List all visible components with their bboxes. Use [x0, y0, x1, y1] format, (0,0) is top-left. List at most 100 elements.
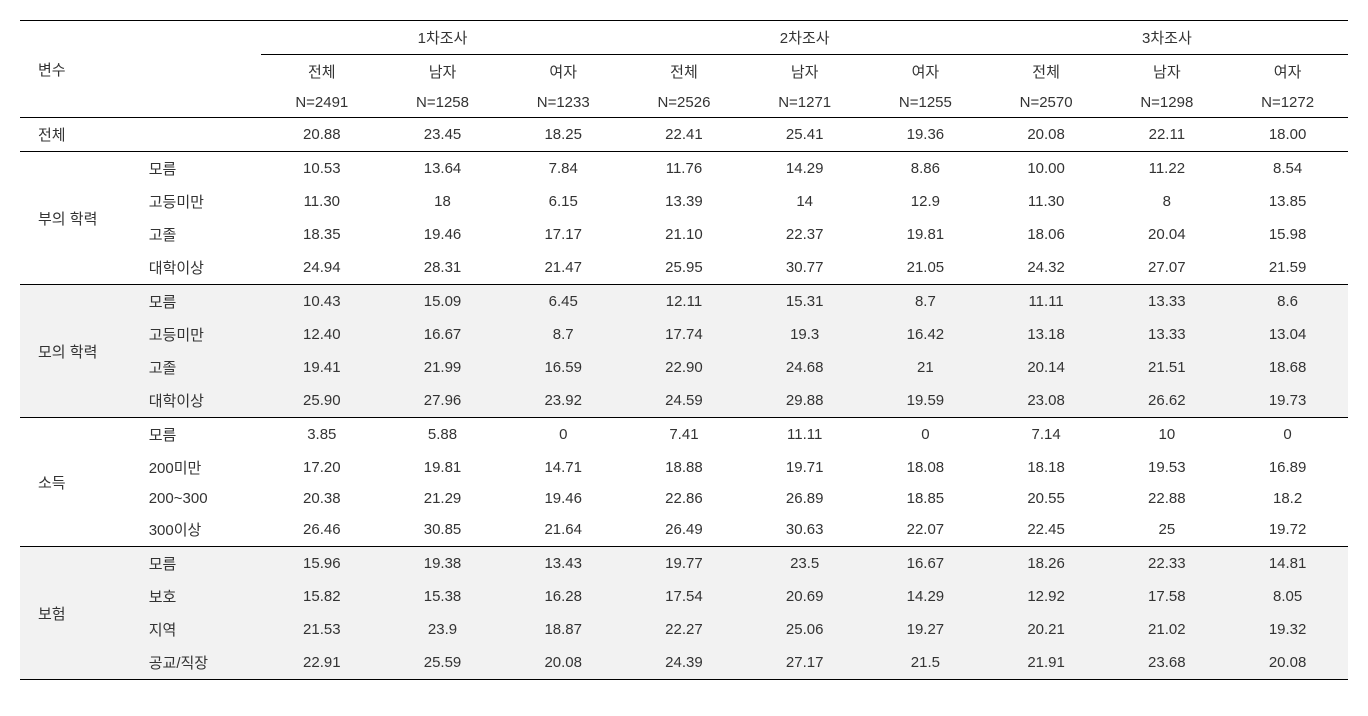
data-cell: 26.62: [1106, 384, 1227, 418]
data-cell: 14.71: [503, 451, 624, 484]
data-cell: 13.85: [1227, 185, 1348, 218]
data-cell: 15.98: [1227, 218, 1348, 251]
data-cell: 13.39: [624, 185, 745, 218]
data-cell: 27.17: [744, 646, 865, 680]
s3-male-header: 남자: [1106, 55, 1227, 89]
data-cell: 13.04: [1227, 318, 1348, 351]
s1-male-n: N=1258: [382, 88, 503, 118]
data-cell: 22.90: [624, 351, 745, 384]
data-cell: 23.92: [503, 384, 624, 418]
survey-table: 변수 1차조사 2차조사 3차조사 전체 남자 여자 전체 남자 여자 전체 남…: [20, 20, 1348, 680]
data-cell: 8.7: [865, 285, 986, 319]
data-cell: 8.54: [1227, 152, 1348, 186]
data-cell: 28.31: [382, 251, 503, 285]
data-cell: 18.06: [986, 218, 1107, 251]
data-cell: 5.88: [382, 418, 503, 452]
data-cell: 12.9: [865, 185, 986, 218]
data-cell: 24.94: [261, 251, 382, 285]
subcategory-label: 모름: [141, 547, 262, 581]
data-cell: 13.33: [1106, 285, 1227, 319]
data-cell: 20.55: [986, 484, 1107, 513]
data-cell: 0: [503, 418, 624, 452]
category-label: 소득: [20, 418, 141, 547]
subcategory-label: 모름: [141, 285, 262, 319]
s2-male-header: 남자: [744, 55, 865, 89]
data-cell: 30.63: [744, 513, 865, 547]
table-row: 고등미만12.4016.678.717.7419.316.4213.1813.3…: [20, 318, 1348, 351]
data-cell: 19.81: [382, 451, 503, 484]
data-cell: 19.32: [1227, 613, 1348, 646]
data-cell: 7.41: [624, 418, 745, 452]
subcategory-label: 200~300: [141, 484, 262, 513]
data-cell: 15.38: [382, 580, 503, 613]
table-row: 지역21.5323.918.8722.2725.0619.2720.2121.0…: [20, 613, 1348, 646]
data-cell: 20.04: [1106, 218, 1227, 251]
data-cell: 22.37: [744, 218, 865, 251]
subcategory-label: 200미만: [141, 451, 262, 484]
data-cell: 30.77: [744, 251, 865, 285]
data-cell: 20.69: [744, 580, 865, 613]
data-cell: 0: [865, 418, 986, 452]
data-cell: 23.9: [382, 613, 503, 646]
data-cell: 25.06: [744, 613, 865, 646]
s1-total-header: 전체: [261, 55, 382, 89]
s2-total-header: 전체: [624, 55, 745, 89]
subcategory-label: 고등미만: [141, 318, 262, 351]
data-cell: 22.45: [986, 513, 1107, 547]
data-cell: 26.49: [624, 513, 745, 547]
data-cell: 21: [865, 351, 986, 384]
data-cell: 17.58: [1106, 580, 1227, 613]
data-cell: 18.18: [986, 451, 1107, 484]
table-row: 공교/직장22.9125.5920.0824.3927.1721.521.912…: [20, 646, 1348, 680]
data-cell: 14: [744, 185, 865, 218]
table-row: 보호15.8215.3816.2817.5420.6914.2912.9217.…: [20, 580, 1348, 613]
variable-header: 변수: [20, 21, 261, 118]
data-cell: 30.85: [382, 513, 503, 547]
data-cell: 25.95: [624, 251, 745, 285]
data-cell: 18.2: [1227, 484, 1348, 513]
data-cell: 10.53: [261, 152, 382, 186]
s3-female-header: 여자: [1227, 55, 1348, 89]
data-cell: 22.86: [624, 484, 745, 513]
data-cell: 6.45: [503, 285, 624, 319]
data-cell: 24.32: [986, 251, 1107, 285]
data-cell: 12.92: [986, 580, 1107, 613]
data-cell: 22.07: [865, 513, 986, 547]
data-cell: 21.59: [1227, 251, 1348, 285]
data-cell: 27.07: [1106, 251, 1227, 285]
table-row: 200미만17.2019.8114.7118.8819.7118.0818.18…: [20, 451, 1348, 484]
s2-female-n: N=1255: [865, 88, 986, 118]
data-cell: 23.45: [382, 118, 503, 152]
s3-total-n: N=2570: [986, 88, 1107, 118]
data-cell: 16.59: [503, 351, 624, 384]
data-cell: 19.72: [1227, 513, 1348, 547]
data-cell: 17.54: [624, 580, 745, 613]
data-cell: 19.27: [865, 613, 986, 646]
data-cell: 17.17: [503, 218, 624, 251]
data-cell: 12.40: [261, 318, 382, 351]
data-cell: 12.11: [624, 285, 745, 319]
data-cell: 16.89: [1227, 451, 1348, 484]
data-cell: 19.73: [1227, 384, 1348, 418]
data-cell: 21.91: [986, 646, 1107, 680]
data-cell: 14.29: [865, 580, 986, 613]
data-cell: 19.3: [744, 318, 865, 351]
data-cell: 14.81: [1227, 547, 1348, 581]
data-cell: 21.47: [503, 251, 624, 285]
data-cell: 19.38: [382, 547, 503, 581]
category-label: 모의 학력: [20, 285, 141, 418]
data-cell: 20.08: [1227, 646, 1348, 680]
data-cell: 23.08: [986, 384, 1107, 418]
data-cell: 25.90: [261, 384, 382, 418]
data-cell: 20.88: [261, 118, 382, 152]
s2-male-n: N=1271: [744, 88, 865, 118]
survey3-header: 3차조사: [986, 21, 1348, 55]
subcategory-label: 대학이상: [141, 251, 262, 285]
data-cell: 21.51: [1106, 351, 1227, 384]
data-cell: 17.74: [624, 318, 745, 351]
data-cell: 20.38: [261, 484, 382, 513]
data-cell: 11.30: [261, 185, 382, 218]
data-cell: 21.29: [382, 484, 503, 513]
data-cell: 10.00: [986, 152, 1107, 186]
table-row: 대학이상25.9027.9623.9224.5929.8819.5923.082…: [20, 384, 1348, 418]
